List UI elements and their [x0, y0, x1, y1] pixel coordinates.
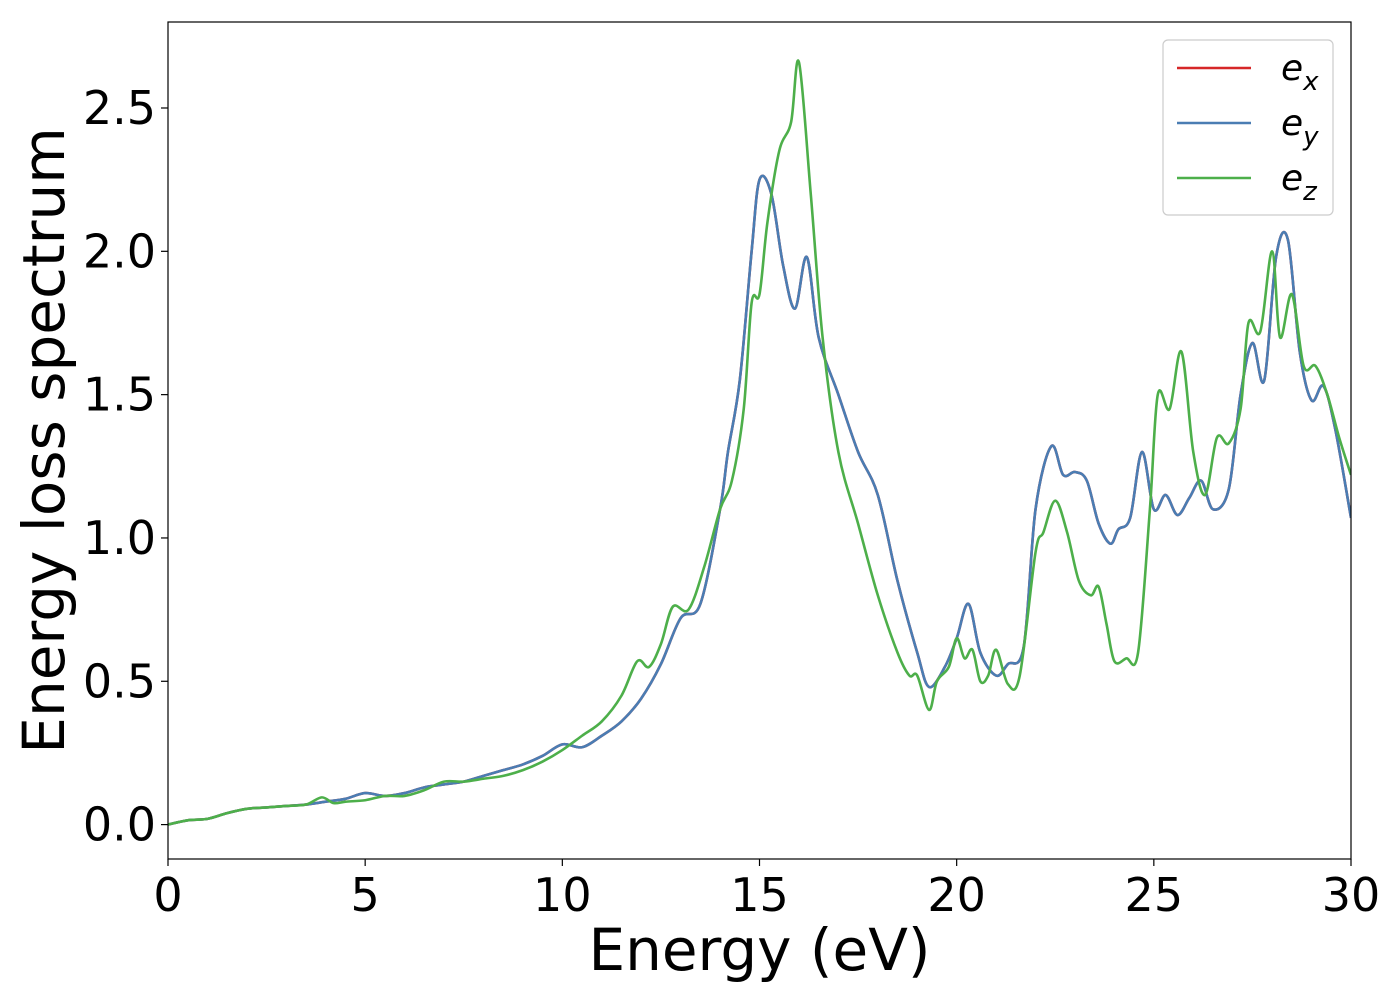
legend-label-subscript: x: [1302, 67, 1319, 97]
legend-label-z: ez: [1281, 158, 1318, 207]
y-tick-label: 1.5: [83, 368, 156, 422]
x-tick-label: 10: [533, 868, 592, 922]
y-tick-label: 2.0: [83, 224, 156, 278]
legend-label-x: ex: [1281, 48, 1319, 97]
y-tick-label: 0.5: [83, 654, 156, 708]
y-tick-label: 2.5: [83, 81, 156, 135]
legend-label-subscript: z: [1302, 177, 1318, 207]
series-line-e-x: [168, 174, 1351, 826]
legend-label-base: e: [1281, 103, 1303, 144]
x-tick-label: 5: [351, 868, 380, 922]
axis-ticks: 0 5 10 15 20 25 30 0.0 0.5 1.0 1.5 2.0 2.5: [83, 81, 1380, 922]
x-tick-label: 15: [730, 868, 789, 922]
y-axis-label: Energy loss spectrum: [10, 127, 78, 753]
x-tick-label: 30: [1322, 868, 1381, 922]
y-tick-label: 0.0: [83, 798, 156, 852]
legend-label-subscript: y: [1302, 122, 1319, 152]
x-tick-label: 20: [927, 868, 986, 922]
legend-label-y: ey: [1281, 103, 1319, 152]
series-line-e-y: [168, 174, 1351, 826]
legend-label-base: e: [1281, 158, 1303, 199]
x-tick-label: 25: [1125, 868, 1184, 922]
series-layer: [168, 59, 1351, 826]
legend-label-base: e: [1281, 48, 1303, 89]
legend-box: [1162, 39, 1334, 216]
x-tick-label: 0: [153, 868, 182, 922]
x-axis-label: Energy (eV): [588, 916, 930, 984]
y-tick-label: 1.0: [83, 511, 156, 565]
series-line-e-z: [168, 59, 1351, 826]
